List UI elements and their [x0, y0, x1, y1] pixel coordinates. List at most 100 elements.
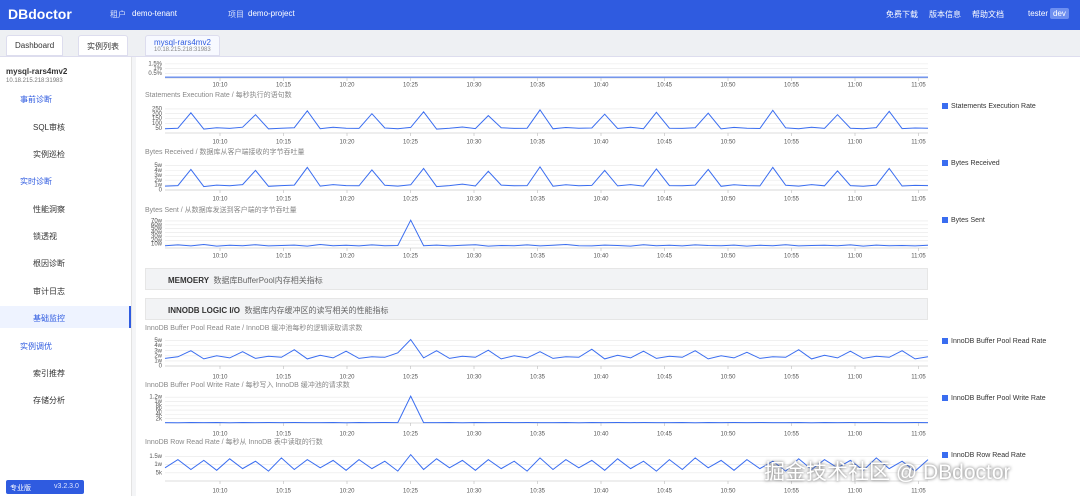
tab[interactable]: 实例列表	[78, 35, 128, 56]
x-tick-label: 11:05	[911, 197, 926, 203]
x-tick-label: 10:20	[339, 197, 355, 203]
legend-label: Bytes Sent	[951, 217, 985, 224]
menu-item-active[interactable]: 基础监控	[33, 314, 65, 323]
y-tick-label: 200	[152, 111, 163, 117]
x-tick-label: 10:15	[276, 140, 292, 146]
menu-item[interactable]: 性能洞察	[33, 205, 65, 214]
header-link[interactable]: 帮助文档	[972, 10, 1004, 19]
y-tick-label: 3w	[154, 348, 162, 354]
x-tick-label: 10:10	[212, 197, 228, 203]
y-tick-label: 3w	[154, 173, 162, 179]
legend-swatch	[942, 338, 948, 344]
y-tick-label: 0.5%	[148, 71, 162, 77]
x-tick-label: 10:25	[403, 83, 419, 89]
section-bar[interactable]: MEMOERY 数据库BufferPool内存相关指标	[145, 268, 928, 290]
menu-item[interactable]: 根因诊断	[33, 259, 65, 268]
x-tick-label: 10:50	[720, 432, 736, 438]
y-tick-label: 0	[159, 364, 163, 370]
legend-swatch	[942, 452, 948, 458]
series-line	[164, 219, 929, 247]
y-tick-label: 5k	[156, 470, 163, 476]
tab[interactable]: Dashboard	[6, 35, 64, 56]
x-tick-label: 10:40	[593, 375, 609, 381]
instance-name: mysql-rars4mv2	[6, 67, 68, 76]
menu-item[interactable]: 审计日志	[33, 287, 65, 296]
x-tick-label: 10:20	[339, 489, 355, 495]
menu-group[interactable]: 事前诊断	[20, 95, 52, 104]
header-link[interactable]: 免费下载	[886, 10, 918, 19]
header: DBdoctor 租户 demo-tenant 项目 demo-project …	[0, 0, 1080, 30]
x-tick-label: 10:55	[784, 432, 800, 438]
x-tick-label: 11:05	[911, 432, 926, 438]
x-tick-label: 10:15	[276, 197, 292, 203]
x-tick-label: 10:25	[403, 375, 419, 381]
user[interactable]: tester	[1028, 9, 1049, 18]
tab-label: mysql-rars4mv2	[154, 38, 211, 47]
x-tick-label: 10:35	[530, 489, 546, 495]
y-tick-label: 4w	[154, 168, 162, 174]
instance-address: 10.18.215.218:31983	[6, 78, 63, 84]
x-tick-label: 10:30	[466, 375, 482, 381]
x-tick-label: 10:20	[339, 83, 355, 89]
x-tick-label: 10:10	[212, 489, 228, 495]
y-tick-label: 2w	[154, 353, 162, 359]
y-tick-label: 5w	[154, 338, 162, 344]
y-tick-label: 250	[152, 106, 163, 112]
menu-group[interactable]: 实例调优	[20, 342, 52, 351]
y-tick-label: 1.2w	[149, 395, 162, 401]
menu-item[interactable]: 锁透视	[33, 232, 57, 241]
x-tick-label: 10:25	[403, 489, 419, 495]
tenant[interactable]: demo-tenant	[132, 9, 177, 18]
x-tick-label: 10:30	[466, 254, 482, 260]
x-tick-label: 11:00	[848, 83, 863, 89]
edition: 专业版	[10, 485, 31, 492]
x-tick-label: 10:35	[530, 83, 546, 89]
x-tick-label: 10:20	[339, 432, 355, 438]
tab-active[interactable]: mysql-rars4mv2 10.18.215.218:31983	[145, 35, 220, 56]
menu-group[interactable]: 实时诊断	[20, 177, 52, 186]
x-tick-label: 10:55	[784, 489, 800, 495]
legend-swatch	[942, 160, 948, 166]
menu-item[interactable]: SQL审核	[33, 123, 66, 132]
x-tick-label: 10:50	[720, 83, 736, 89]
edition-box	[6, 480, 84, 494]
x-tick-label: 10:55	[784, 197, 800, 203]
x-tick-label: 10:40	[593, 83, 609, 89]
x-tick-label: 10:15	[276, 375, 292, 381]
x-tick-label: 10:55	[784, 254, 800, 260]
legend-label: Statements Execution Rate	[951, 103, 1036, 110]
x-tick-label: 11:05	[911, 489, 926, 495]
chart-title: InnoDB Buffer Pool Write Rate / 每秒写入 Inn…	[145, 380, 350, 389]
x-tick-label: 11:00	[848, 375, 863, 381]
x-tick-label: 10:50	[720, 197, 736, 203]
section-bar[interactable]: INNODB LOGIC I/O 数据库内存缓冲区的读写相关的性能指标	[145, 298, 928, 320]
y-tick-label: 40w	[151, 230, 163, 236]
y-tick-label: 1w	[154, 399, 162, 405]
env-badge: dev	[1050, 8, 1069, 19]
legend-swatch	[942, 103, 948, 109]
y-tick-label: 1w	[154, 183, 162, 189]
x-tick-label: 10:40	[593, 432, 609, 438]
x-tick-label: 10:45	[657, 83, 673, 89]
version: v3.2.3.0	[54, 483, 79, 490]
section-desc: 数据库BufferPool内存相关指标	[213, 276, 323, 285]
header-link[interactable]: 版本信息	[929, 10, 961, 19]
tab-bar: Dashboard 实例列表 mysql-rars4mv2 10.18.215.2…	[0, 30, 1080, 57]
y-tick-label: 70w	[151, 219, 163, 225]
x-tick-label: 10:30	[466, 140, 482, 146]
y-tick-label: 1%	[153, 66, 162, 72]
y-tick-label: 2w	[154, 178, 162, 184]
logo[interactable]: DBdoctor	[8, 6, 72, 22]
menu-item[interactable]: 存储分析	[33, 396, 65, 405]
x-tick-label: 10:50	[720, 375, 736, 381]
project[interactable]: demo-project	[248, 9, 295, 18]
y-tick-label: 8k	[156, 403, 163, 409]
menu-item[interactable]: 实例巡检	[33, 150, 65, 159]
x-tick-label: 10:30	[466, 489, 482, 495]
y-tick-label: 4k	[156, 412, 163, 418]
legend-swatch	[942, 395, 948, 401]
chart-title: Bytes Received / 数据库从客户端接收的字节吞吐量	[145, 147, 304, 156]
menu-item[interactable]: 索引推荐	[33, 369, 65, 378]
x-tick-label: 10:55	[784, 83, 800, 89]
